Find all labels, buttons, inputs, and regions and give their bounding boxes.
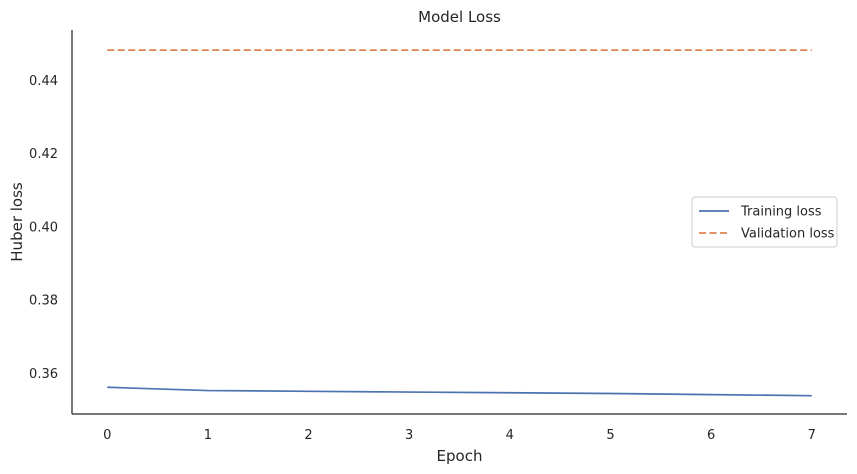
y-axis-label: Huber loss [8, 182, 26, 262]
y-tick-label: 0.38 [29, 294, 58, 309]
x-tick-label: 1 [204, 428, 212, 443]
legend-label: Validation loss [741, 227, 835, 242]
x-tick-label: 7 [808, 428, 816, 443]
x-tick-label: 3 [405, 428, 413, 443]
y-tick-label: 0.42 [29, 147, 58, 162]
x-tick-label: 4 [506, 428, 514, 443]
x-tick-label: 6 [707, 428, 715, 443]
x-axis-label: Epoch [437, 447, 483, 465]
y-tick-label: 0.36 [29, 367, 58, 382]
y-tick-label: 0.44 [29, 74, 58, 89]
x-tick-label: 0 [103, 428, 111, 443]
series-lines [107, 49, 812, 397]
y-tick-label: 0.40 [29, 220, 58, 235]
y-tick-labels: 0.36 0.38 0.40 0.42 0.44 [29, 74, 58, 382]
axes [71, 30, 847, 415]
legend-box [691, 196, 838, 248]
legend-label: Training loss [740, 205, 822, 220]
x-tick-label: 2 [304, 428, 312, 443]
chart-title: Model Loss [418, 8, 501, 26]
x-tick-labels: 0 1 2 3 4 5 6 7 [103, 428, 816, 443]
series-line-training-loss [107, 386, 812, 397]
legend: Training loss Validation loss [691, 196, 838, 248]
x-tick-label: 5 [606, 428, 614, 443]
